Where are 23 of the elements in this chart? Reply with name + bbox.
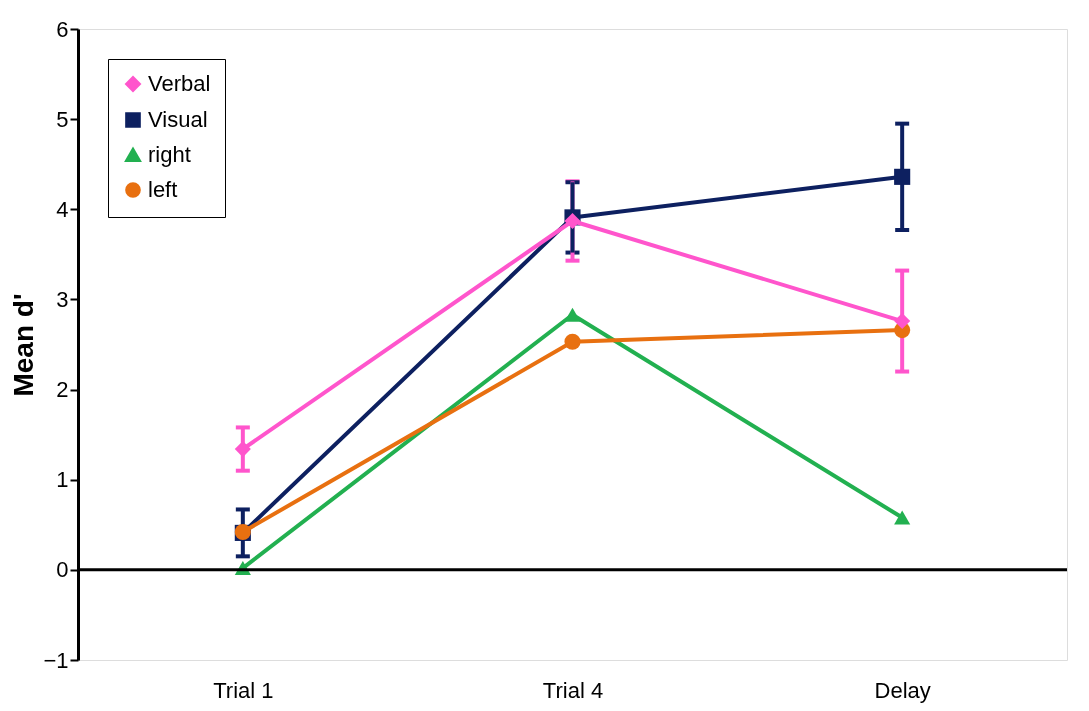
x-tick-label: Trial 1	[213, 677, 274, 703]
x-tick-label: Delay	[874, 677, 931, 703]
point	[894, 313, 911, 330]
y-axis-title: Mean d'	[8, 293, 40, 397]
point	[234, 441, 251, 458]
legend-label: Verbal	[148, 71, 211, 96]
point	[564, 212, 581, 230]
y-tick-label: 0	[56, 557, 69, 583]
x-tick-label: Trial 4	[542, 677, 604, 703]
y-tick-label: −1	[43, 647, 69, 673]
point	[894, 510, 911, 525]
point	[894, 168, 911, 185]
legend-label: left	[148, 177, 178, 202]
y-tick-label: 4	[56, 196, 69, 222]
y-tick-label: 5	[56, 106, 69, 132]
y-tick-label: 2	[56, 377, 69, 403]
point	[564, 307, 581, 322]
y-tick-label: 1	[56, 467, 69, 493]
legend-label: Visual	[148, 107, 208, 132]
y-tick-label: 6	[56, 16, 69, 42]
point	[564, 333, 581, 350]
y-tick-label: 3	[56, 286, 69, 312]
legend-label: right	[148, 142, 191, 167]
